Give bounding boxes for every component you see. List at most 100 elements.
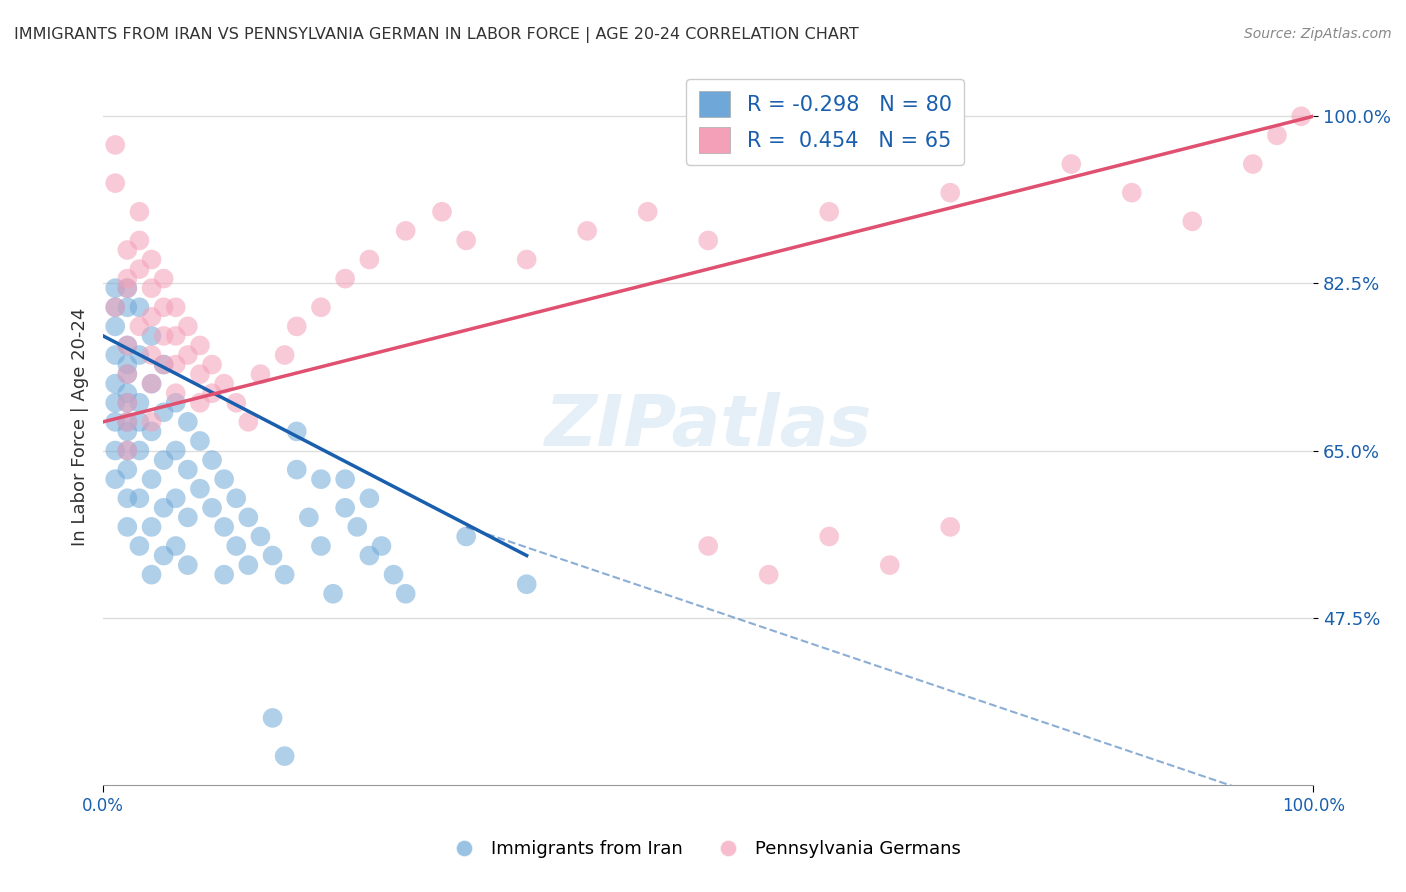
Point bbox=[128, 539, 150, 553]
Point bbox=[117, 243, 139, 257]
Point bbox=[456, 234, 478, 248]
Point bbox=[128, 262, 150, 277]
Point bbox=[188, 338, 211, 352]
Point bbox=[285, 462, 308, 476]
Y-axis label: In Labor Force | Age 20-24: In Labor Force | Age 20-24 bbox=[72, 308, 89, 546]
Point bbox=[201, 358, 224, 372]
Point bbox=[1121, 186, 1143, 200]
Point bbox=[1289, 109, 1312, 123]
Point bbox=[117, 338, 139, 352]
Point bbox=[165, 491, 187, 506]
Point bbox=[117, 491, 139, 506]
Point bbox=[117, 300, 139, 314]
Point bbox=[430, 204, 453, 219]
Point bbox=[188, 482, 211, 496]
Point bbox=[104, 348, 127, 362]
Point bbox=[104, 300, 127, 314]
Point bbox=[177, 319, 200, 334]
Point bbox=[697, 234, 720, 248]
Point bbox=[188, 367, 211, 381]
Point bbox=[152, 405, 174, 419]
Point bbox=[165, 300, 187, 314]
Point bbox=[177, 558, 200, 573]
Point bbox=[212, 376, 235, 391]
Point bbox=[238, 415, 260, 429]
Point bbox=[212, 520, 235, 534]
Point bbox=[188, 434, 211, 448]
Point bbox=[238, 510, 260, 524]
Point bbox=[128, 396, 150, 410]
Point bbox=[359, 549, 381, 563]
Point bbox=[141, 376, 163, 391]
Point bbox=[382, 567, 405, 582]
Point bbox=[939, 186, 962, 200]
Point bbox=[177, 510, 200, 524]
Legend: R = -0.298   N = 80, R =  0.454   N = 65: R = -0.298 N = 80, R = 0.454 N = 65 bbox=[686, 78, 965, 165]
Point bbox=[152, 358, 174, 372]
Point bbox=[322, 587, 344, 601]
Point bbox=[104, 137, 127, 152]
Point bbox=[152, 271, 174, 285]
Point bbox=[141, 252, 163, 267]
Point bbox=[141, 348, 163, 362]
Point bbox=[141, 425, 163, 439]
Point bbox=[758, 567, 780, 582]
Point bbox=[117, 415, 139, 429]
Point bbox=[141, 329, 163, 343]
Point bbox=[141, 310, 163, 324]
Point bbox=[177, 348, 200, 362]
Point bbox=[104, 472, 127, 486]
Point bbox=[516, 252, 538, 267]
Point bbox=[117, 281, 139, 295]
Point bbox=[117, 367, 139, 381]
Point bbox=[117, 520, 139, 534]
Point bbox=[262, 711, 284, 725]
Point bbox=[117, 462, 139, 476]
Point bbox=[395, 587, 418, 601]
Point bbox=[818, 529, 841, 543]
Point bbox=[152, 453, 174, 467]
Point bbox=[576, 224, 599, 238]
Point bbox=[516, 577, 538, 591]
Point bbox=[309, 472, 332, 486]
Point bbox=[141, 281, 163, 295]
Point bbox=[818, 204, 841, 219]
Point bbox=[117, 415, 139, 429]
Point bbox=[309, 539, 332, 553]
Text: IMMIGRANTS FROM IRAN VS PENNSYLVANIA GERMAN IN LABOR FORCE | AGE 20-24 CORRELATI: IMMIGRANTS FROM IRAN VS PENNSYLVANIA GER… bbox=[14, 27, 859, 43]
Point bbox=[1265, 128, 1288, 143]
Point bbox=[1060, 157, 1083, 171]
Point bbox=[128, 491, 150, 506]
Point bbox=[152, 358, 174, 372]
Point bbox=[117, 386, 139, 401]
Point bbox=[188, 396, 211, 410]
Point bbox=[117, 425, 139, 439]
Point bbox=[177, 462, 200, 476]
Point bbox=[141, 415, 163, 429]
Point bbox=[1241, 157, 1264, 171]
Point bbox=[273, 749, 295, 764]
Point bbox=[177, 415, 200, 429]
Point bbox=[128, 348, 150, 362]
Text: ZIPatlas: ZIPatlas bbox=[544, 392, 872, 461]
Point bbox=[117, 396, 139, 410]
Point bbox=[879, 558, 901, 573]
Point bbox=[165, 396, 187, 410]
Point bbox=[333, 500, 356, 515]
Point bbox=[201, 500, 224, 515]
Point bbox=[128, 319, 150, 334]
Point bbox=[309, 300, 332, 314]
Point bbox=[128, 234, 150, 248]
Point bbox=[152, 300, 174, 314]
Point bbox=[104, 376, 127, 391]
Point bbox=[249, 529, 271, 543]
Point bbox=[117, 396, 139, 410]
Point bbox=[152, 329, 174, 343]
Point bbox=[141, 376, 163, 391]
Point bbox=[128, 415, 150, 429]
Point bbox=[152, 500, 174, 515]
Point bbox=[165, 358, 187, 372]
Point bbox=[939, 520, 962, 534]
Point bbox=[238, 558, 260, 573]
Point bbox=[697, 539, 720, 553]
